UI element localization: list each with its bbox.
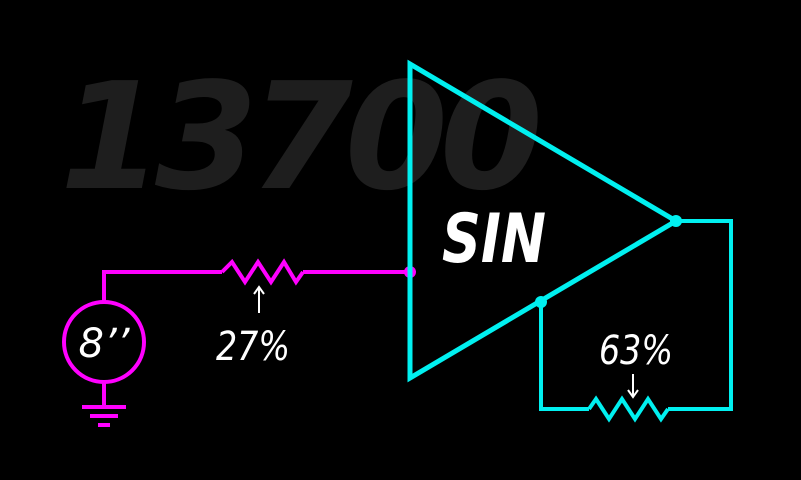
input-resistor xyxy=(220,258,305,286)
ground-symbol xyxy=(82,405,126,427)
feedback-resistor xyxy=(587,395,670,423)
background-number: 13700 xyxy=(60,51,538,223)
input-circuit xyxy=(62,258,410,407)
input-resistor-label: 27% xyxy=(216,324,290,370)
feedback-resistor-arrow xyxy=(627,374,639,399)
input-wire-left xyxy=(102,270,222,302)
feedback-resistor-label: 63% xyxy=(599,328,673,374)
amplifier-label: SIN xyxy=(442,200,546,279)
feedback-wire-left xyxy=(539,302,589,411)
output-node xyxy=(670,215,682,227)
feedback-node xyxy=(535,296,547,308)
input-resistor-arrow xyxy=(253,285,265,313)
feedback-wire-right xyxy=(668,219,733,411)
feedback-circuit xyxy=(539,219,733,423)
source-label: 8’’ xyxy=(79,321,131,367)
